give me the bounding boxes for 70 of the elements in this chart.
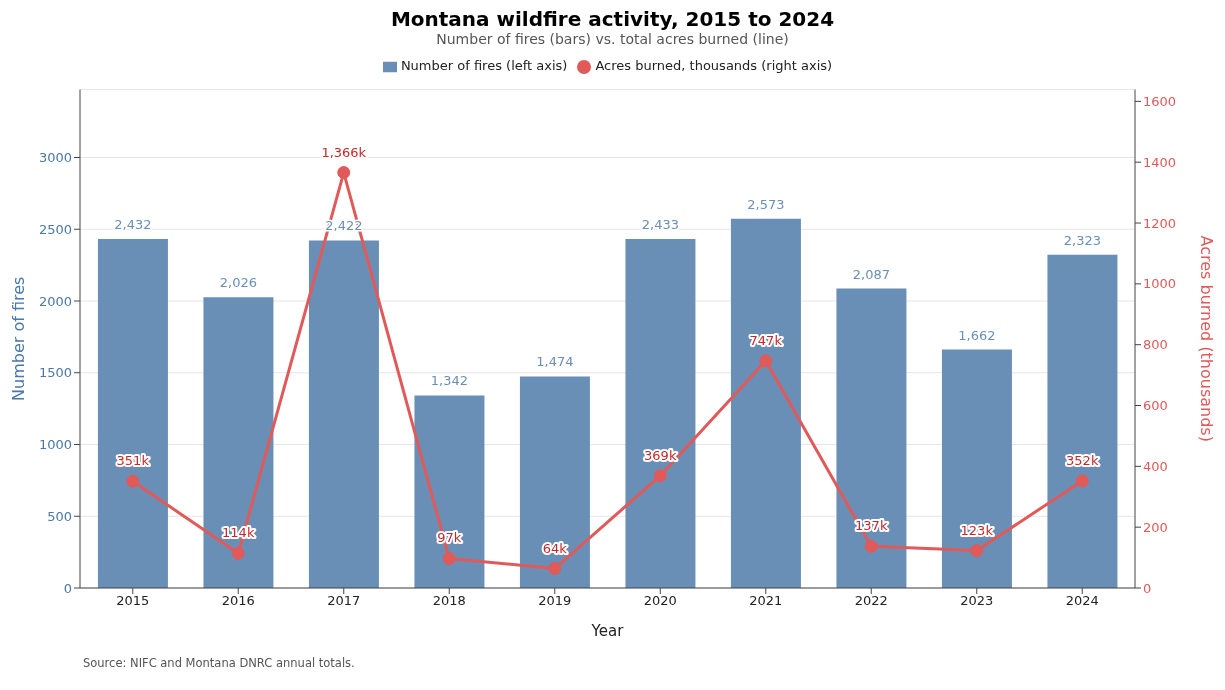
y2-axis-title: Acres burned (thousands): [1197, 235, 1217, 442]
y-tick-label: 2000: [38, 293, 72, 309]
x-tick-label: 2020: [643, 593, 677, 609]
data-label: 1,474: [536, 354, 574, 370]
point: [759, 354, 773, 368]
data-label: 2,432: [114, 217, 152, 233]
y2-tick-label: 400: [1143, 458, 1168, 474]
point: [970, 544, 984, 558]
data-label: 2,087: [852, 266, 891, 282]
chart-subtitle: Number of fires (bars) vs. total acres burned (line): [435, 30, 790, 48]
point: [653, 469, 667, 483]
y2-tick-label: 800: [1143, 337, 1168, 353]
data-label: 2,573: [747, 196, 785, 212]
x-tick-label: 2016: [221, 593, 255, 609]
bar: [836, 288, 907, 588]
x-axis-title: Year: [590, 622, 625, 640]
source-note: Source: NIFC and Montana DNRC annual totals.: [83, 656, 356, 670]
y-tick-label: 0: [63, 580, 72, 596]
x-tick-label: 2021: [749, 593, 783, 609]
data-label: 351k: [116, 453, 150, 469]
legend-label: Number of fires (left axis): [400, 58, 568, 73]
bar: [625, 238, 696, 588]
y2-tick-label: 0: [1143, 580, 1152, 596]
data-label: 352k: [1066, 452, 1099, 468]
bar: [414, 395, 485, 588]
y2-tick-label: 1600: [1143, 93, 1177, 109]
x-tick-label: 2022: [854, 593, 888, 609]
bar: [203, 297, 274, 588]
bar: [1047, 254, 1118, 588]
bar: [941, 349, 1012, 588]
bar: [519, 376, 590, 588]
y-tick-label: 1500: [38, 365, 72, 381]
point: [1075, 474, 1089, 488]
x-tick-label: 2024: [1065, 593, 1099, 609]
y2-tick-label: 1400: [1143, 154, 1177, 170]
point: [548, 562, 562, 576]
y-axis-title: Number of fires: [8, 276, 28, 401]
x-tick-label: 2018: [432, 593, 466, 609]
chart-title: Montana wildfire activity, 2015 to 2024: [389, 7, 836, 31]
x-tick-label: 2023: [960, 593, 994, 609]
data-label: 369k: [644, 447, 677, 463]
y-tick-label: 2500: [38, 221, 72, 237]
x-tick-label: 2015: [116, 593, 150, 609]
point: [126, 474, 140, 488]
x-tick-label: 2017: [327, 593, 361, 609]
legend-label: Acres burned, thousands (right axis): [595, 58, 833, 73]
point: [864, 539, 878, 553]
data-label: 1,342: [430, 373, 469, 389]
y2-tick-label: 1200: [1143, 215, 1177, 231]
point: [337, 166, 351, 180]
y2-tick-label: 200: [1143, 519, 1168, 535]
point: [231, 546, 245, 560]
y2-tick-label: 600: [1143, 398, 1168, 414]
y-tick-label: 500: [47, 508, 72, 524]
x-tick-label: 2019: [538, 593, 572, 609]
y-tick-label: 1000: [38, 437, 72, 453]
data-label: 747k: [749, 332, 783, 348]
data-label: 123k: [960, 522, 994, 538]
y2-tick-label: 1000: [1143, 276, 1177, 292]
data-label: 2,433: [641, 216, 680, 232]
bar: [730, 218, 801, 588]
bar: [97, 239, 168, 588]
data-label: 1,662: [958, 327, 996, 343]
data-label: 64k: [542, 540, 568, 556]
data-label: 2,323: [1063, 232, 1102, 248]
data-label: 2,026: [219, 275, 258, 291]
point: [442, 552, 456, 565]
data-label: 1,366k: [321, 144, 367, 160]
bar: [308, 240, 379, 588]
y-tick-label: 3000: [38, 150, 72, 166]
